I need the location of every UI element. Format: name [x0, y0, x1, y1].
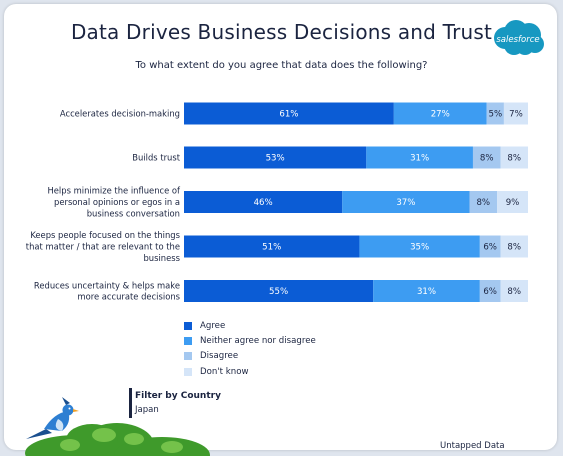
bar-segment	[184, 280, 374, 302]
bar-segment	[342, 191, 470, 213]
chart-subtitle: To what extent do you agree that data do…	[135, 60, 428, 71]
data-label: 37%	[396, 198, 415, 208]
data-label: 27%	[431, 110, 450, 120]
data-label: 7%	[509, 110, 523, 120]
legend-swatch-disagree	[184, 352, 192, 361]
salesforce-logo[interactable]: salesforce	[489, 18, 547, 58]
filter-accent-bar	[129, 388, 132, 418]
bar-segment	[184, 191, 343, 213]
data-label: 31%	[410, 154, 429, 164]
bar-segment	[373, 280, 480, 302]
legend-swatch-neither	[184, 336, 192, 345]
bar-segment	[359, 235, 480, 258]
legend-swatch-dont-know	[184, 367, 192, 376]
data-label: 8%	[507, 154, 521, 164]
legend-swatch-agree	[184, 321, 192, 330]
data-label: 9%	[506, 198, 520, 208]
chart-title: Data Drives Business Decisions and Trust	[70, 20, 493, 44]
bar-segment	[500, 280, 528, 302]
legend-item[interactable]: Agree	[184, 318, 316, 333]
category-label: Accelerates decision-making	[60, 109, 180, 119]
data-label: 61%	[279, 110, 298, 120]
category-label: more accurate decisions	[77, 292, 180, 302]
bar-segment	[184, 235, 360, 258]
legend-item[interactable]: Neither agree nor disagree	[184, 333, 316, 348]
legend-item[interactable]: Disagree	[184, 349, 316, 364]
data-label: 8%	[480, 154, 494, 164]
filter-country-value[interactable]: Japan	[135, 405, 159, 415]
logo-text: salesforce	[496, 35, 539, 45]
bar-segment	[500, 146, 528, 169]
legend-item[interactable]: Don't know	[184, 364, 316, 379]
data-label: 6%	[483, 287, 497, 297]
legend-label: Agree	[200, 320, 226, 331]
bar-segment	[486, 102, 504, 125]
bar-segment	[366, 146, 473, 169]
chart-legend: Agree Neither agree nor disagree Disagre…	[184, 318, 316, 379]
bar-segment	[479, 235, 501, 258]
data-label: 31%	[417, 287, 436, 297]
bar-segment	[497, 191, 528, 213]
bird-icon	[26, 397, 79, 439]
category-label: Reduces uncertainty & helps make	[34, 280, 180, 290]
source-credit: Untapped Data	[440, 441, 505, 451]
data-label: 8%	[507, 243, 521, 253]
category-label: Builds trust	[132, 153, 180, 163]
dashboard-card	[4, 4, 557, 450]
category-label: personal opinions or egos in a	[54, 197, 180, 207]
category-label: that matter / that are relevant to the	[26, 242, 180, 252]
category-label: business conversation	[87, 208, 180, 218]
legend-label: Disagree	[200, 351, 239, 362]
bar-segment	[500, 235, 528, 258]
data-label: 53%	[266, 154, 285, 164]
data-label: 6%	[483, 243, 497, 253]
bar-segment	[393, 102, 487, 125]
bar-segment	[503, 102, 528, 125]
bar-segment	[184, 102, 394, 125]
category-label: Keeps people focused on the things	[30, 230, 180, 240]
legend-label: Neither agree nor disagree	[200, 335, 316, 346]
category-label: business	[143, 253, 180, 263]
bar-segment	[184, 146, 367, 169]
bar-segment	[472, 146, 501, 169]
data-label: 8%	[476, 198, 490, 208]
data-label: 35%	[410, 243, 429, 253]
data-label: 46%	[254, 198, 273, 208]
data-label: 5%	[488, 110, 502, 120]
legend-label: Don't know	[200, 366, 249, 377]
data-label: 8%	[507, 287, 521, 297]
data-label: 51%	[262, 243, 281, 253]
astro-bird-illustration	[25, 397, 210, 456]
category-label: Helps minimize the influence of	[47, 186, 181, 196]
filter-label: Filter by Country	[135, 391, 221, 401]
bar-segment	[479, 280, 501, 302]
bar-segment	[469, 191, 498, 213]
data-label: 55%	[269, 287, 288, 297]
